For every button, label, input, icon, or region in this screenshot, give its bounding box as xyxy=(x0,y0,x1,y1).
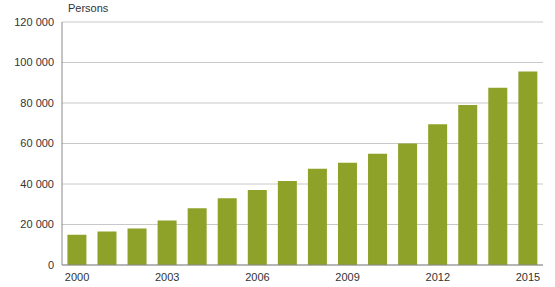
svg-text:2000: 2000 xyxy=(65,271,89,283)
svg-text:2003: 2003 xyxy=(155,271,179,283)
svg-text:0: 0 xyxy=(48,259,54,271)
svg-text:2012: 2012 xyxy=(426,271,450,283)
svg-text:60 000: 60 000 xyxy=(20,137,54,149)
svg-text:120 000: 120 000 xyxy=(14,16,54,28)
html-text:Persons: Persons xyxy=(68,2,109,14)
svg-text:2009: 2009 xyxy=(335,271,359,283)
svg-text:2006: 2006 xyxy=(245,271,269,283)
svg-text:80 000: 80 000 xyxy=(20,97,54,109)
svg-text:100 000: 100 000 xyxy=(14,56,54,68)
svg-text:40 000: 40 000 xyxy=(20,178,54,190)
svg-text:20 000: 20 000 xyxy=(20,218,54,230)
svg-text:2015: 2015 xyxy=(516,271,540,283)
